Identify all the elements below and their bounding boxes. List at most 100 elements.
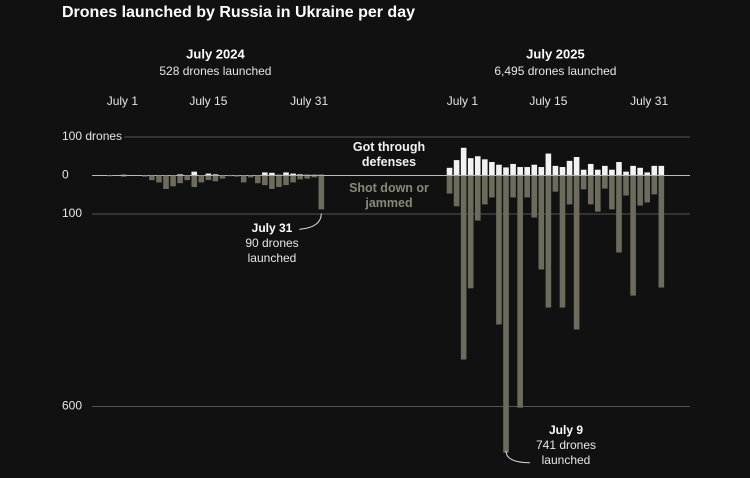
bar-got-through — [651, 165, 658, 176]
bar-shot-down — [453, 175, 460, 207]
bar-got-through — [460, 147, 467, 176]
bar-shot-down — [658, 175, 665, 288]
bar-got-through — [276, 174, 282, 176]
bar-shot-down — [177, 175, 183, 184]
bar-got-through — [545, 153, 552, 176]
bar-shot-down — [283, 175, 289, 186]
bar-got-through — [616, 162, 622, 176]
annotation-label: July 9 — [548, 422, 584, 437]
bar-shot-down — [226, 175, 233, 177]
bar-got-through — [453, 160, 460, 176]
chart-title: Drones launched by Russia in Ukraine per… — [62, 4, 415, 21]
bar-got-through — [566, 160, 573, 176]
y-tick-label: 100 — [62, 206, 82, 220]
bar-shot-down — [651, 175, 658, 195]
bar-shot-down — [559, 175, 566, 308]
bar-shot-down — [566, 175, 573, 205]
annotation-label: July 31 — [251, 221, 293, 236]
bar-shot-down — [184, 175, 190, 181]
bar-shot-down — [120, 175, 127, 177]
bar-shot-down — [602, 175, 608, 189]
bar-shot-down — [205, 175, 212, 181]
bar-shot-down — [503, 175, 509, 453]
bar-shot-down — [219, 175, 226, 179]
bar-got-through — [510, 163, 516, 176]
bar-got-through — [205, 173, 212, 176]
bar-got-through — [630, 165, 636, 176]
bar-shot-down — [460, 175, 467, 360]
bar-shot-down — [637, 175, 643, 206]
bar-got-through — [580, 169, 587, 176]
bar-shot-down — [247, 175, 254, 178]
x-tick-label: July 31 — [290, 94, 328, 108]
bar-got-through — [552, 165, 559, 176]
bar-got-through — [637, 167, 643, 176]
bar-shot-down — [552, 175, 559, 192]
bar-shot-down — [644, 175, 651, 203]
bar-shot-down — [573, 175, 580, 330]
bar-shot-down — [609, 175, 615, 210]
y-tick-label: 600 — [62, 399, 82, 413]
bar-got-through — [559, 167, 566, 176]
bar-shot-down — [524, 175, 530, 198]
bar-got-through — [177, 174, 183, 176]
bar-shot-down — [233, 175, 240, 177]
bar-got-through — [524, 167, 530, 176]
bar-got-through — [212, 174, 219, 176]
x-tick-label: July 1 — [447, 94, 479, 108]
annotation-text: 741 drones launched — [535, 437, 597, 467]
bar-got-through — [503, 167, 509, 176]
bar-got-through — [658, 165, 665, 176]
legend-label: Got through defenses — [352, 140, 426, 169]
x-tick-label: July 15 — [189, 94, 227, 108]
bar-got-through — [120, 174, 127, 176]
bar-got-through — [587, 163, 594, 176]
bar-shot-down — [290, 175, 296, 183]
bar-shot-down — [262, 175, 268, 186]
bar-got-through — [297, 174, 303, 176]
bar-shot-down — [269, 175, 275, 189]
bar-got-through — [467, 158, 474, 176]
bar-shot-down — [538, 175, 545, 270]
bar-got-through — [594, 169, 601, 176]
bar-shot-down — [616, 175, 622, 253]
legend-label: Shot down or jammed — [349, 181, 429, 210]
bar-got-through — [482, 159, 488, 176]
y-tick-label: 100 drones — [62, 129, 122, 143]
bar-shot-down — [594, 175, 601, 212]
bar-shot-down — [623, 175, 629, 196]
bar-got-through — [311, 174, 318, 176]
bar-shot-down — [467, 175, 474, 289]
annotation-arrow — [299, 213, 322, 230]
bar-got-through — [609, 169, 615, 176]
bar-shot-down — [517, 175, 523, 408]
bar-shot-down — [191, 175, 198, 188]
bar-shot-down — [304, 175, 311, 179]
bar-got-through — [191, 171, 198, 176]
bar-got-through — [517, 167, 523, 176]
annotation-arrow — [505, 450, 531, 464]
bar-got-through — [446, 167, 453, 176]
bar-shot-down — [106, 175, 113, 177]
bar-shot-down — [163, 175, 169, 189]
bar-shot-down — [510, 175, 516, 198]
bar-got-through — [573, 157, 580, 176]
bar-shot-down — [254, 175, 261, 184]
bar-shot-down — [545, 175, 552, 308]
bar-shot-down — [297, 175, 303, 180]
bar-shot-down — [149, 175, 155, 181]
bar-got-through — [538, 167, 545, 176]
bar-shot-down — [170, 175, 176, 187]
bar-shot-down — [489, 175, 495, 198]
bar-got-through — [531, 164, 538, 176]
bar-shot-down — [142, 175, 148, 177]
bar-got-through — [623, 171, 629, 176]
bar-shot-down — [156, 175, 162, 183]
bar-shot-down — [587, 175, 594, 205]
annotation: July 31 90 drones launched — [232, 221, 312, 266]
bar-shot-down — [446, 175, 453, 194]
bar-shot-down — [482, 175, 488, 205]
x-tick-label: July 15 — [529, 94, 567, 108]
